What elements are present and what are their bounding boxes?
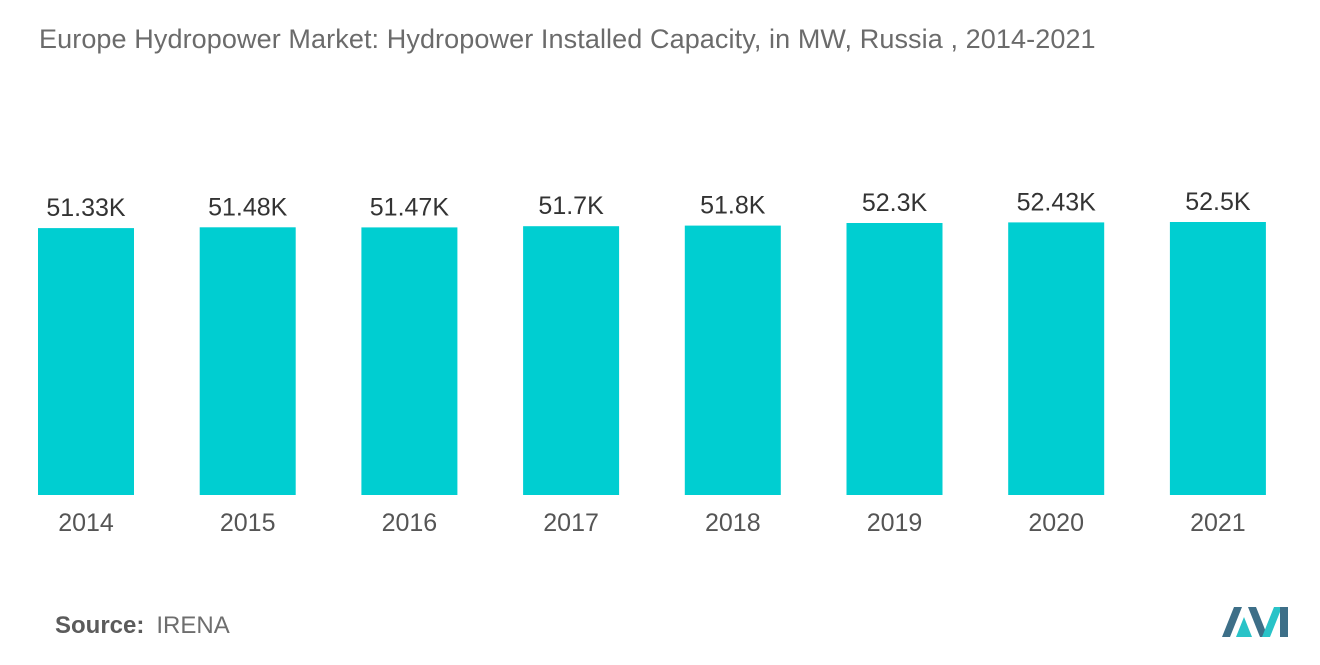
- x-tick-label-2016: 2016: [382, 509, 438, 537]
- bar-2015: [199, 227, 296, 496]
- bar-2014: [38, 228, 134, 495]
- bar-2021: [1169, 222, 1266, 495]
- x-tick-label-2018: 2018: [705, 509, 761, 537]
- x-tick-label-2021: 2021: [1190, 509, 1246, 537]
- data-label-2018: 51.8K: [700, 192, 766, 220]
- chart-title: Europe Hydropower Market: Hydropower Ins…: [39, 24, 1096, 54]
- data-label-2021: 52.5K: [1185, 188, 1251, 216]
- x-tick-label-2020: 2020: [1028, 509, 1084, 537]
- mordor-logo-icon: [1222, 607, 1288, 637]
- source-label: Source:: [55, 612, 145, 639]
- data-label-2019: 52.3K: [862, 189, 928, 217]
- x-tick-label-2019: 2019: [867, 509, 923, 537]
- x-tick-label-2017: 2017: [543, 509, 599, 537]
- bar-chart: 51.33K 2014 51.48K 2015 51.47K 2016 51.7K 2017 5…: [38, 188, 1266, 537]
- data-label-2014: 51.33K: [46, 194, 126, 222]
- data-label-2020: 52.43K: [1017, 188, 1097, 216]
- data-label-2017: 51.7K: [538, 192, 604, 220]
- x-tick-label-2014: 2014: [58, 509, 114, 537]
- bar-2019: [846, 223, 943, 495]
- source-value: IRENA: [156, 612, 230, 639]
- bar-2020: [1008, 222, 1105, 495]
- x-tick-label-2015: 2015: [220, 509, 276, 537]
- bar-2016: [361, 227, 458, 495]
- data-label-2015: 51.48K: [208, 193, 288, 221]
- data-label-2016: 51.47K: [370, 193, 450, 221]
- bar-2017: [523, 226, 620, 495]
- source-footer: Source: IRENA: [55, 612, 230, 640]
- bar-2018: [684, 225, 781, 495]
